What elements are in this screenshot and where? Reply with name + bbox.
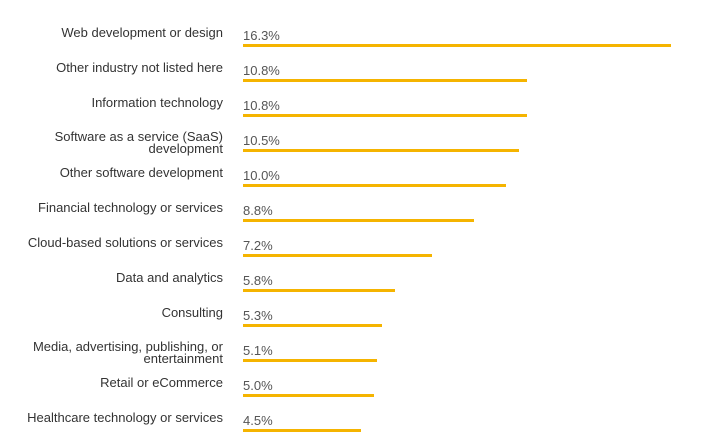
- category-label: Cloud-based solutions or services: [27, 235, 223, 250]
- value-label: 10.5%: [243, 133, 280, 148]
- bar: [243, 429, 361, 432]
- category-label: Software as a service (SaaS) development: [54, 129, 223, 156]
- category-label: Information technology: [91, 95, 223, 110]
- value-label: 10.8%: [243, 63, 280, 78]
- bar: [243, 359, 377, 362]
- value-label: 16.3%: [243, 28, 280, 43]
- bar: [243, 184, 506, 187]
- bar: [243, 44, 671, 47]
- value-label: 7.2%: [243, 238, 273, 253]
- value-label: 8.8%: [243, 203, 273, 218]
- bar: [243, 79, 527, 82]
- value-label: 5.1%: [243, 343, 273, 358]
- value-label: 5.0%: [243, 378, 273, 393]
- category-label: Retail or eCommerce: [100, 375, 223, 390]
- category-label: Consulting: [161, 305, 223, 320]
- bar: [243, 114, 527, 117]
- category-label: Data and analytics: [116, 270, 223, 285]
- bar: [243, 254, 432, 257]
- category-label: Financial technology or services: [38, 200, 223, 215]
- bar: [243, 324, 382, 327]
- bar: [243, 289, 395, 292]
- value-label: 5.3%: [243, 308, 273, 323]
- value-label: 5.8%: [243, 273, 273, 288]
- value-label: 4.5%: [243, 413, 273, 428]
- bar: [243, 149, 519, 152]
- category-label: Other software development: [59, 165, 223, 180]
- category-label: Media, advertising, publishing, or enter…: [32, 339, 223, 366]
- category-label: Healthcare technology or services: [27, 410, 223, 425]
- category-label: Web development or design: [61, 25, 223, 40]
- bar: [243, 219, 474, 222]
- value-label: 10.8%: [243, 98, 280, 113]
- category-label: Other industry not listed here: [56, 60, 223, 75]
- value-label: 10.0%: [243, 168, 280, 183]
- bar: [243, 394, 374, 397]
